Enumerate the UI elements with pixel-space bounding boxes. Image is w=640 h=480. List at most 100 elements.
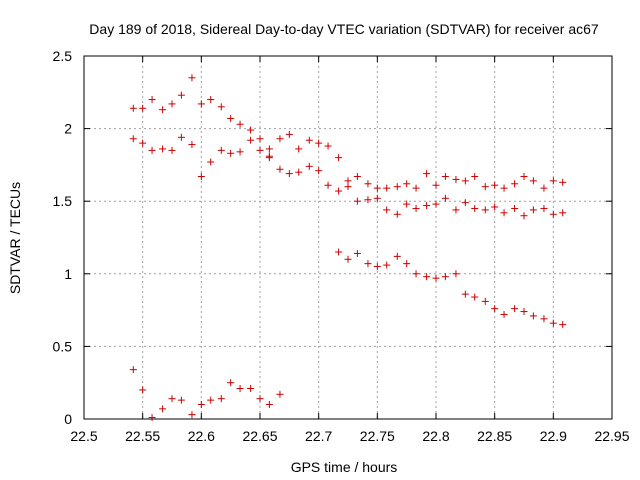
data-point: [529, 312, 537, 320]
data-point: [383, 206, 391, 214]
data-point: [148, 146, 156, 154]
data-point: [481, 206, 489, 214]
x-tick-label: 22.7: [305, 428, 332, 444]
series-series-5: [129, 366, 284, 422]
data-point: [177, 396, 185, 404]
data-point: [207, 396, 215, 404]
data-point: [441, 173, 449, 181]
data-point: [265, 154, 273, 162]
data-point: [520, 308, 528, 316]
data-point: [197, 400, 205, 408]
data-point: [452, 175, 460, 183]
data-point: [529, 206, 537, 214]
data-point: [471, 173, 479, 181]
x-tick-label: 22.9: [540, 428, 567, 444]
data-point: [500, 209, 508, 217]
data-point: [256, 395, 264, 403]
data-point: [236, 120, 244, 128]
data-point: [393, 183, 401, 191]
data-point: [364, 180, 372, 188]
data-point: [491, 181, 499, 189]
data-point: [383, 184, 391, 192]
data-point: [159, 405, 167, 413]
data-point: [197, 173, 205, 181]
data-point: [461, 177, 469, 185]
data-point: [491, 203, 499, 211]
data-point: [188, 411, 196, 419]
data-point: [247, 136, 255, 144]
data-point: [295, 168, 303, 176]
chart-title: Day 189 of 2018, Sidereal Day-to-day VTE…: [89, 21, 599, 37]
data-point: [393, 210, 401, 218]
x-tick-label: 22.95: [594, 428, 629, 444]
data-point: [344, 255, 352, 263]
data-point: [441, 194, 449, 202]
data-point: [549, 210, 557, 218]
y-tick-label: 0.5: [53, 338, 73, 354]
data-point: [500, 184, 508, 192]
data-point: [324, 142, 332, 150]
data-point: [168, 100, 176, 108]
data-point: [403, 200, 411, 208]
data-point: [432, 181, 440, 189]
data-point: [188, 141, 196, 149]
data-point: [412, 204, 420, 212]
data-point: [148, 96, 156, 104]
series-series-2: [129, 130, 567, 192]
data-point: [159, 145, 167, 153]
data-point: [265, 400, 273, 408]
data-point: [353, 249, 361, 257]
x-tick-label: 22.75: [360, 428, 395, 444]
data-point: [305, 136, 313, 144]
y-tick-label: 2: [64, 121, 72, 137]
data-point: [441, 273, 449, 281]
data-point: [335, 187, 343, 195]
data-point: [129, 135, 137, 143]
data-point: [383, 261, 391, 269]
data-point: [227, 149, 235, 157]
data-point: [217, 146, 225, 154]
data-point: [227, 379, 235, 387]
data-point: [256, 135, 264, 143]
data-point: [461, 199, 469, 207]
data-point: [188, 74, 196, 82]
data-point: [344, 183, 352, 191]
data-point: [207, 96, 215, 104]
x-tick-label: 22.65: [242, 428, 277, 444]
x-tick-label: 22.55: [125, 428, 160, 444]
data-point: [403, 180, 411, 188]
data-point: [461, 290, 469, 298]
data-point: [139, 386, 147, 394]
data-point: [324, 181, 332, 189]
data-point: [511, 180, 519, 188]
data-point: [276, 135, 284, 143]
y-tick-label: 1: [64, 266, 72, 282]
series-series-4: [335, 248, 567, 329]
x-tick-label: 22.6: [188, 428, 215, 444]
data-point: [471, 293, 479, 301]
series-series-1: [129, 74, 273, 153]
x-tick-label: 22.85: [477, 428, 512, 444]
data-point: [511, 305, 519, 313]
data-point: [549, 177, 557, 185]
tick-labels: 22.5 22.55 22.6 22.65 22.7 22.75 22.8 22.85 22.9…: [53, 48, 630, 444]
data-point: [412, 184, 420, 192]
data-point: [305, 162, 313, 170]
y-tick-label: 1.5: [53, 193, 73, 209]
data-point: [315, 139, 323, 147]
data-point: [529, 177, 537, 185]
data-point: [139, 104, 147, 112]
data-point: [236, 148, 244, 156]
data-point: [423, 202, 431, 210]
data-point: [129, 104, 137, 112]
data-point: [276, 390, 284, 398]
plot-frame: [83, 55, 613, 420]
data-point: [129, 366, 137, 374]
data-point: [500, 310, 508, 318]
data-point: [520, 173, 528, 181]
data-point: [403, 260, 411, 268]
data-point: [247, 126, 255, 134]
x-tick-label: 22.5: [70, 428, 97, 444]
data-point: [247, 385, 255, 393]
